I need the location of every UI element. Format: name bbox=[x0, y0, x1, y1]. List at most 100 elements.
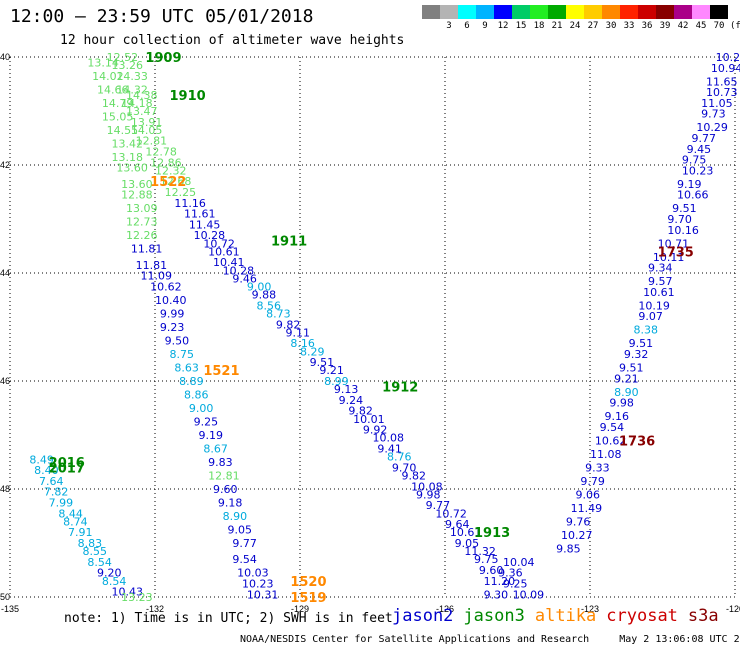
wave-height-value: 9.88 bbox=[252, 289, 277, 302]
wave-height-value: 12.73 bbox=[126, 216, 158, 229]
wave-height-value: 8.38 bbox=[634, 324, 659, 337]
color-swatch bbox=[512, 5, 530, 19]
wave-height-value: 10.62 bbox=[150, 281, 182, 294]
wave-height-value: 9.41 bbox=[377, 443, 402, 456]
wave-height-value: 11.08 bbox=[590, 448, 622, 461]
wave-height-value: 9.79 bbox=[580, 475, 605, 488]
wave-height-value: 11.65 bbox=[706, 75, 738, 88]
wave-height-value: 12.81 bbox=[136, 135, 168, 148]
color-swatch bbox=[692, 5, 710, 19]
wave-height-value: 9.23 bbox=[160, 321, 185, 334]
wave-height-value: 9.83 bbox=[208, 456, 233, 469]
wave-height-value: 8.74 bbox=[63, 515, 88, 528]
wave-height-value: 11.45 bbox=[189, 218, 221, 231]
wave-height-value: 9.13 bbox=[334, 383, 359, 396]
wave-height-value: 10.27 bbox=[561, 529, 593, 542]
wave-height-value: 11.81 bbox=[136, 259, 168, 272]
wave-height-value: 9.21 bbox=[614, 372, 639, 385]
color-swatch bbox=[548, 5, 566, 19]
wave-height-value: 10.16 bbox=[667, 224, 699, 237]
wave-height-value: 8.76 bbox=[387, 451, 412, 464]
wave-height-value: 9.82 bbox=[348, 405, 373, 418]
wave-height-value: 10.01 bbox=[353, 413, 385, 426]
satellite-legend-item: jason3 bbox=[463, 606, 525, 626]
pass-time-label: 1909 bbox=[145, 51, 181, 66]
pass-time-label: 1912 bbox=[382, 380, 418, 395]
wave-height-value: 9.19 bbox=[199, 429, 224, 442]
wave-height-value: 8.49 bbox=[29, 453, 54, 466]
wave-height-value: 13.91 bbox=[131, 116, 163, 129]
wave-height-value: 9.54 bbox=[600, 421, 625, 434]
color-swatch bbox=[710, 5, 728, 19]
wave-height-value: 8.44 bbox=[58, 507, 82, 520]
wave-height-value: 8.29 bbox=[300, 345, 325, 358]
wave-height-value: 14.79 bbox=[102, 97, 134, 110]
wave-height-value: 13.47 bbox=[126, 105, 158, 118]
wave-height-value: 10.28 bbox=[194, 229, 226, 242]
wave-height-value: 12.86 bbox=[150, 156, 182, 169]
wave-height-value: 8.89 bbox=[179, 375, 204, 388]
wave-height-value: 8.73 bbox=[266, 308, 291, 321]
color-swatch bbox=[458, 5, 476, 19]
lon-label: -132 bbox=[146, 604, 164, 614]
color-scale-label: 70 bbox=[713, 21, 725, 31]
satellite-legend-item: jason2 bbox=[392, 606, 454, 626]
wave-height-value: 9.00 bbox=[247, 281, 271, 294]
wave-height-value: 9.18 bbox=[218, 497, 243, 510]
lat-label: 48 bbox=[0, 484, 10, 494]
wave-height-value: 7.82 bbox=[44, 486, 68, 499]
color-scale-label: 12 bbox=[497, 21, 509, 31]
wave-height-value: 8.75 bbox=[170, 348, 195, 361]
lon-label: -129 bbox=[291, 604, 309, 614]
wave-height-value: 9.20 bbox=[97, 567, 122, 580]
page-subtitle: 12 hour collection of altimeter wave hei… bbox=[60, 33, 405, 48]
pass-time-label: 1522 bbox=[150, 175, 186, 190]
wave-height-value: 14.18 bbox=[121, 97, 152, 110]
wave-height-value: 9.25 bbox=[194, 416, 219, 429]
wave-height-value: 12.68 bbox=[160, 175, 192, 188]
wave-height-value: 9.00 bbox=[189, 402, 214, 415]
satellite-legend-item: cryosat bbox=[606, 606, 678, 626]
wave-height-value: 9.46 bbox=[232, 272, 256, 285]
wave-height-value: 12.78 bbox=[145, 146, 177, 159]
wave-height-value: 10.72 bbox=[203, 237, 235, 250]
wave-height-value: 9.82 bbox=[402, 470, 427, 483]
satellite-legend-item: altika bbox=[534, 606, 597, 626]
color-swatch bbox=[476, 5, 494, 19]
wave-height-value: 9.30 bbox=[484, 588, 509, 601]
color-swatch bbox=[638, 5, 656, 19]
wave-height-value: 14.33 bbox=[116, 70, 148, 83]
lat-label: 46 bbox=[0, 376, 10, 386]
lon-label: -120 bbox=[726, 604, 740, 614]
color-scale-label: 6 bbox=[464, 21, 470, 31]
wave-height-value: 9.60 bbox=[213, 483, 238, 496]
lon-label: -135 bbox=[1, 604, 19, 614]
color-swatch bbox=[422, 5, 440, 19]
wave-height-value: 9.73 bbox=[701, 108, 726, 121]
wave-height-value: 10.29 bbox=[696, 121, 728, 134]
wave-height-value: 9.50 bbox=[165, 335, 190, 348]
wave-height-value: 9.25 bbox=[503, 578, 528, 591]
wave-height-value: 9.99 bbox=[160, 308, 185, 321]
color-scale-label: 24 bbox=[569, 21, 581, 31]
color-scale-unit: (ft) bbox=[730, 21, 740, 31]
wave-height-value: 9.60 bbox=[479, 564, 504, 577]
wave-height-value: 9.51 bbox=[672, 202, 697, 215]
lat-label: 40 bbox=[0, 52, 10, 62]
wave-height-value: 8.90 bbox=[614, 386, 639, 399]
color-scale-label: 3 bbox=[446, 21, 452, 31]
wave-height-value: 8.40 bbox=[34, 464, 59, 477]
wave-height-value: 10.04 bbox=[503, 556, 535, 569]
pass-time-label: 1913 bbox=[474, 526, 510, 541]
wave-height-value: 8.90 bbox=[223, 510, 248, 523]
pass-time-label: 1519 bbox=[290, 591, 326, 606]
wave-height-value: 10.40 bbox=[155, 294, 187, 307]
wave-height-value: 10.31 bbox=[247, 588, 278, 601]
wave-height-value: 9.51 bbox=[619, 362, 644, 375]
color-scale-label: 18 bbox=[533, 21, 545, 31]
wave-height-value: 10.61 bbox=[450, 526, 482, 539]
footer: NOAA/NESDIS Center for Satellite Applica… bbox=[240, 634, 740, 645]
wave-height-value: 10.19 bbox=[638, 299, 670, 312]
wave-height-value: 9.11 bbox=[286, 326, 311, 339]
wave-height-value: 9.54 bbox=[232, 553, 256, 566]
